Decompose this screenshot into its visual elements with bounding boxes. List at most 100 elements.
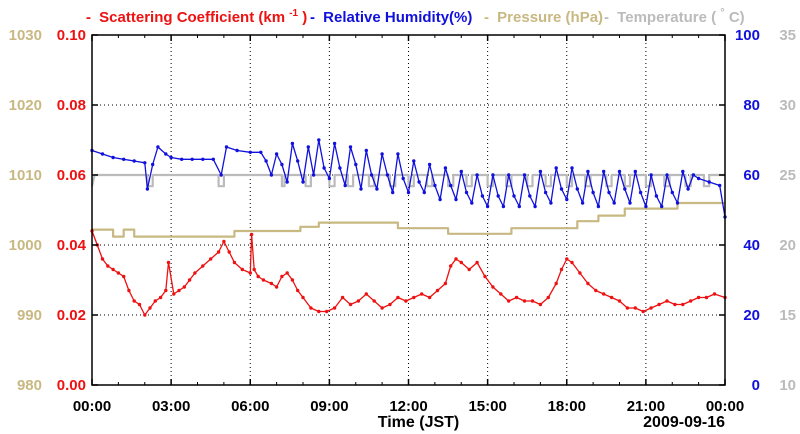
data-point-scattering-coefficient bbox=[172, 292, 176, 296]
data-point-scattering-coefficient bbox=[296, 288, 300, 293]
data-point-relative-humidity bbox=[338, 166, 342, 170]
data-point-relative-humidity bbox=[533, 204, 537, 209]
data-point-scattering-coefficient bbox=[356, 299, 361, 303]
date-label: 2009-09-16 bbox=[643, 414, 725, 431]
data-point-scattering-coefficient bbox=[570, 260, 574, 265]
data-point-relative-humidity bbox=[470, 201, 474, 205]
data-point-scattering-coefficient bbox=[649, 306, 653, 310]
data-point-relative-humidity bbox=[580, 201, 585, 205]
humidity-tick-label: 0 bbox=[752, 377, 760, 394]
data-point-scattering-coefficient bbox=[522, 299, 527, 303]
data-point-relative-humidity bbox=[364, 148, 368, 153]
pressure-tick-label: 1020 bbox=[9, 97, 42, 114]
data-point-relative-humidity bbox=[654, 194, 659, 198]
data-point-scattering-coefficient bbox=[594, 288, 598, 293]
legend-pressure: - Pressure (hPa) bbox=[484, 9, 603, 26]
data-point-relative-humidity bbox=[235, 148, 239, 153]
data-point-relative-humidity bbox=[290, 141, 295, 146]
data-point-relative-humidity bbox=[554, 166, 558, 170]
x-tick-label: 18:00 bbox=[548, 398, 586, 415]
data-point-relative-humidity bbox=[332, 141, 337, 146]
data-point-relative-humidity bbox=[638, 190, 643, 195]
data-point-relative-humidity bbox=[464, 190, 469, 195]
data-point-scattering-coefficient bbox=[625, 306, 630, 310]
data-point-relative-humidity bbox=[219, 173, 223, 177]
legend-scattering: - Scattering Coefficient (km -1 ) bbox=[86, 3, 307, 26]
data-point-scattering-coefficient bbox=[249, 232, 254, 237]
x-tick-label: 00:00 bbox=[73, 398, 111, 415]
data-point-relative-humidity bbox=[169, 155, 173, 160]
data-point-relative-humidity bbox=[602, 169, 606, 174]
tick-marks bbox=[91, 34, 726, 386]
data-point-scattering-coefficient bbox=[182, 285, 186, 289]
data-point-scattering-coefficient bbox=[427, 295, 432, 300]
data-point-relative-humidity bbox=[391, 190, 395, 195]
data-point-relative-humidity bbox=[623, 187, 627, 191]
data-point-relative-humidity bbox=[151, 162, 155, 167]
data-point-relative-humidity bbox=[354, 162, 358, 167]
series-layer bbox=[90, 138, 727, 317]
x-tick-label: 21:00 bbox=[627, 398, 665, 415]
data-point-relative-humidity bbox=[280, 162, 284, 167]
data-point-scattering-coefficient bbox=[633, 306, 637, 310]
data-point-relative-humidity bbox=[543, 190, 548, 195]
data-point-relative-humidity bbox=[201, 157, 205, 161]
pressure-tick-label: 980 bbox=[17, 377, 42, 394]
data-point-relative-humidity bbox=[100, 152, 105, 156]
data-point-relative-humidity bbox=[401, 176, 405, 181]
data-point-relative-humidity bbox=[259, 150, 263, 154]
data-point-relative-humidity bbox=[143, 161, 147, 165]
data-point-scattering-coefficient bbox=[137, 302, 142, 307]
data-point-relative-humidity bbox=[369, 173, 374, 177]
data-point-scattering-coefficient bbox=[240, 267, 244, 272]
data-point-relative-humidity bbox=[385, 173, 390, 177]
data-point-relative-humidity bbox=[156, 145, 160, 149]
data-point-scattering-coefficient bbox=[274, 285, 279, 289]
data-point-scattering-coefficient bbox=[372, 299, 376, 303]
data-point-relative-humidity bbox=[665, 173, 669, 177]
data-point-scattering-coefficient bbox=[602, 292, 606, 296]
scattering-tick-label: 0.02 bbox=[57, 307, 86, 324]
scattering-tick-label: 0.04 bbox=[57, 237, 87, 254]
data-point-scattering-coefficient bbox=[657, 302, 661, 307]
data-point-scattering-coefficient bbox=[309, 306, 313, 310]
data-point-relative-humidity bbox=[380, 152, 384, 156]
data-point-relative-humidity bbox=[507, 173, 511, 177]
data-point-scattering-coefficient bbox=[100, 257, 105, 261]
pressure-tick-label: 1030 bbox=[9, 27, 42, 44]
data-point-relative-humidity bbox=[586, 169, 590, 174]
data-point-scattering-coefficient bbox=[187, 278, 192, 282]
legend-humidity: - Relative Humidity(%) bbox=[310, 9, 472, 26]
data-point-relative-humidity bbox=[670, 190, 674, 195]
x-tick-label: 00:00 bbox=[706, 398, 744, 415]
data-point-relative-humidity bbox=[311, 173, 316, 177]
data-point-relative-humidity bbox=[454, 197, 458, 202]
data-point-scattering-coefficient bbox=[483, 274, 487, 279]
data-point-scattering-coefficient bbox=[443, 281, 448, 286]
humidity-tick-label: 40 bbox=[743, 237, 760, 254]
data-point-relative-humidity bbox=[649, 173, 653, 177]
humidity-tick-label: 60 bbox=[743, 167, 760, 184]
data-point-relative-humidity bbox=[122, 157, 126, 161]
data-point-scattering-coefficient bbox=[609, 295, 614, 300]
data-point-scattering-coefficient bbox=[459, 260, 463, 265]
data-point-scattering-coefficient bbox=[290, 278, 295, 282]
data-point-relative-humidity bbox=[180, 157, 184, 161]
data-point-scattering-coefficient bbox=[467, 267, 471, 272]
pressure-tick-label: 1000 bbox=[9, 237, 42, 254]
data-point-relative-humidity bbox=[718, 183, 722, 188]
x-tick-label: 15:00 bbox=[468, 398, 506, 415]
data-point-scattering-coefficient bbox=[222, 239, 226, 244]
grid bbox=[92, 35, 725, 385]
temperature-tick-label: 35 bbox=[779, 27, 796, 44]
data-point-relative-humidity bbox=[707, 180, 711, 184]
data-point-scattering-coefficient bbox=[285, 271, 289, 275]
data-point-relative-humidity bbox=[538, 169, 543, 174]
data-point-scattering-coefficient bbox=[148, 306, 152, 310]
data-point-relative-humidity bbox=[496, 194, 500, 198]
data-point-relative-humidity bbox=[475, 173, 479, 177]
data-point-scattering-coefficient bbox=[348, 302, 353, 307]
data-point-scattering-coefficient bbox=[546, 295, 550, 300]
data-point-scattering-coefficient bbox=[301, 295, 305, 300]
legend-scattering-tail: ) bbox=[302, 9, 307, 26]
